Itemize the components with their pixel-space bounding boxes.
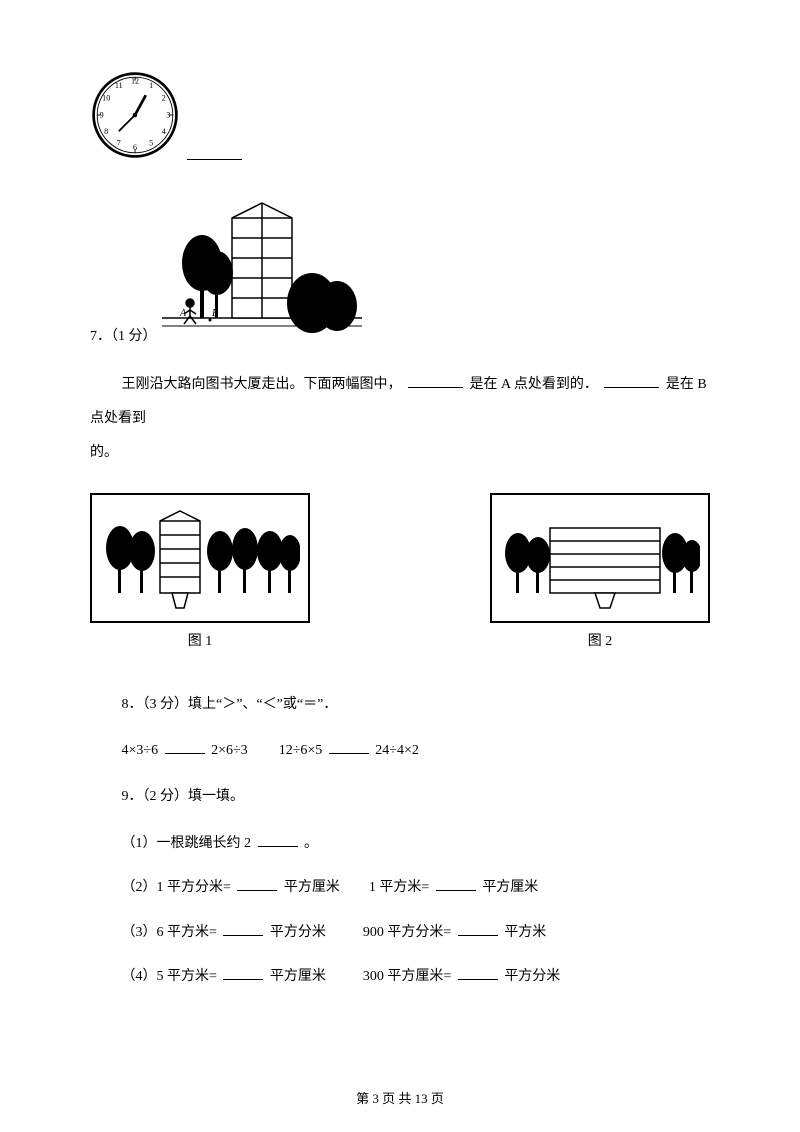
q9-s3a-text: （3）6 平方米= (122, 925, 217, 940)
q7-blank-a[interactable] (408, 374, 463, 388)
q9-sub1: （1）一根跳绳长约 2 。 (90, 833, 710, 855)
q9-s4a-end: 平方厘米 (270, 969, 326, 984)
q9-s2b-text: 1 平方米= (369, 880, 429, 895)
q9-sub2: （2）1 平方分米= 平方厘米 1 平方米= 平方厘米 (90, 877, 710, 899)
clock-answer-blank[interactable] (187, 146, 242, 160)
q7-text-prefix: 王刚沿大路向图书大厦走出。下面两幅图中， (122, 377, 402, 392)
q8-expressions: 4×3÷6 2×6÷3 12÷6×5 24÷4×2 (90, 740, 710, 762)
q9-s4a-text: （4）5 平方米= (122, 969, 217, 984)
clock-section: 12 1 2 3 4 5 6 7 8 9 10 11 (90, 70, 710, 168)
q9-s3b-text: 900 平方分米= (363, 925, 451, 940)
svg-text:1: 1 (149, 81, 153, 90)
q9-s3a-end: 平方分米 (270, 925, 326, 940)
q9-s4a-blank[interactable] (223, 966, 263, 980)
q9-s2a-text: （2）1 平方分米= (122, 880, 231, 895)
q9-s3b-blank[interactable] (458, 922, 498, 936)
svg-text:10: 10 (102, 94, 110, 103)
figure-2-frame (490, 493, 710, 623)
q7-figures-row: 图 1 (90, 493, 710, 653)
clock-icon: 12 1 2 3 4 5 6 7 8 9 10 11 (90, 70, 180, 160)
q9-sub4: （4）5 平方米= 平方厘米 300 平方厘米= 平方分米 (90, 966, 710, 988)
q7-scene-image: A B (162, 188, 362, 348)
q9-s2b-blank[interactable] (436, 877, 476, 891)
q9-label-text: 9．（2 分）填一填。 (122, 789, 245, 804)
q9-s2a-blank[interactable] (237, 877, 277, 891)
q9-s1-text: （1）一根跳绳长约 2 (122, 836, 252, 851)
q7-text-end: 的。 (90, 445, 118, 460)
q8-expr2-right: 24÷4×2 (375, 743, 419, 758)
q9-sub3: （3）6 平方米= 平方分米 900 平方分米= 平方米 (90, 922, 710, 944)
q9-s3a-blank[interactable] (223, 922, 263, 936)
page-footer: 第 3 页 共 13 页 (0, 1089, 800, 1110)
figure-1-label: 图 1 (188, 631, 213, 653)
q8-label-text: 8．（3 分）填上“＞”、“＜”或“＝”． (122, 697, 338, 712)
svg-text:A: A (179, 308, 187, 319)
q7-header-row: 7．（1 分） (90, 188, 710, 348)
svg-text:8: 8 (104, 127, 108, 136)
q9-s1-blank[interactable] (258, 833, 298, 847)
q8-expr2-left: 12÷6×5 (279, 743, 323, 758)
q7-label: 7．（1 分） (90, 326, 157, 348)
svg-text:4: 4 (162, 127, 166, 136)
q7-blank-b[interactable] (604, 374, 659, 388)
q9-s4b-end: 平方分米 (504, 969, 560, 984)
figure-1-frame (90, 493, 310, 623)
figure-2-label: 图 2 (588, 631, 613, 653)
figure-2-box: 图 2 (490, 493, 710, 653)
q7-sentence: 王刚沿大路向图书大厦走出。下面两幅图中， 是在 A 点处看到的． 是在 B 点处… (90, 368, 710, 469)
q9-s2a-end: 平方厘米 (284, 880, 340, 895)
svg-text:2: 2 (162, 94, 166, 103)
q8-blank-1[interactable] (165, 740, 205, 754)
q8-expr1-left: 4×3÷6 (122, 743, 159, 758)
figure-2-svg (500, 503, 700, 613)
q9-s1-end: 。 (304, 836, 318, 851)
q9-s4b-text: 300 平方厘米= (363, 969, 451, 984)
figure-1-svg (100, 503, 300, 613)
q7-text-mid1: 是在 A 点处看到的． (470, 377, 598, 392)
svg-text:B: B (212, 308, 218, 319)
q8-label: 8．（3 分）填上“＞”、“＜”或“＝”． (90, 694, 710, 716)
svg-text:5: 5 (149, 139, 153, 148)
svg-text:7: 7 (117, 139, 121, 148)
q9-s2b-end: 平方厘米 (482, 880, 538, 895)
q9-label: 9．（2 分）填一填。 (90, 786, 710, 808)
figure-1-box: 图 1 (90, 493, 310, 653)
svg-text:11: 11 (115, 81, 123, 90)
q9-s3b-end: 平方米 (504, 925, 546, 940)
q8-blank-2[interactable] (329, 740, 369, 754)
q8-expr1-right: 2×6÷3 (211, 743, 248, 758)
q9-s4b-blank[interactable] (458, 966, 498, 980)
